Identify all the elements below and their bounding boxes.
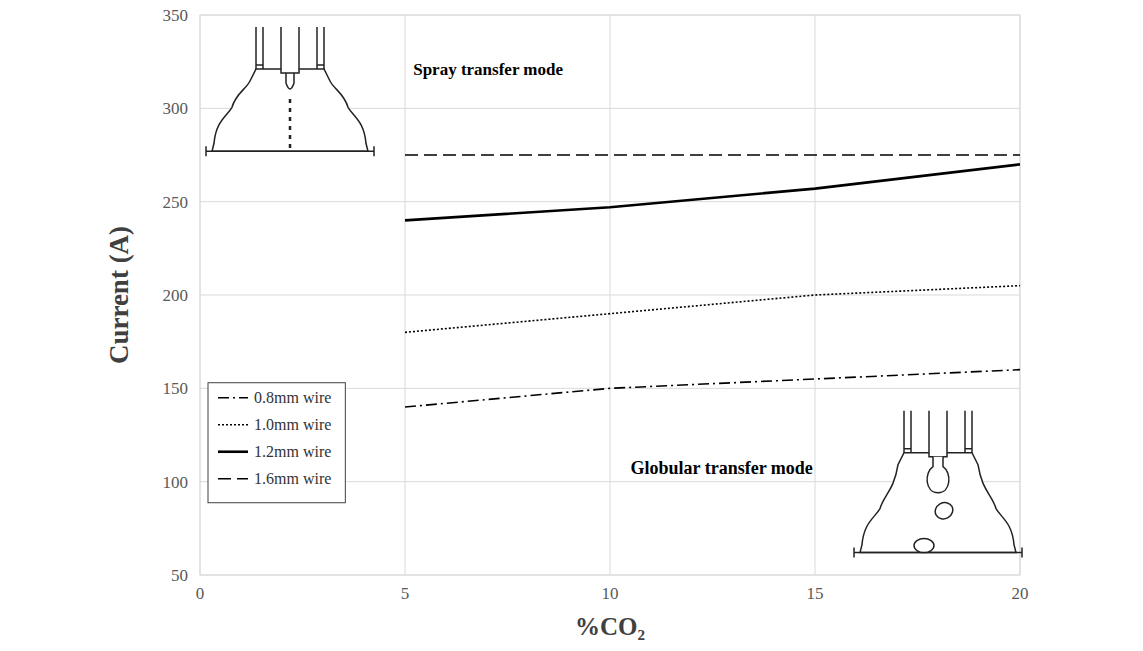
- x-grid-line: [610, 15, 611, 575]
- nozzle-wall: [255, 27, 257, 69]
- arc-outline: [212, 69, 368, 151]
- nozzle-wall: [323, 27, 325, 69]
- workpiece: [206, 151, 374, 153]
- series-line: [405, 164, 1020, 220]
- legend-swatch: [218, 450, 248, 453]
- workpiece-end: [373, 146, 375, 156]
- plot-frame: [200, 15, 1020, 575]
- y-tick-label: 350: [163, 6, 189, 25]
- x-tick-label: 20: [1012, 584, 1029, 603]
- legend-box: [208, 383, 345, 503]
- nozzle-lip: [965, 448, 972, 450]
- nozzle-wall: [910, 411, 912, 453]
- legend-label: 1.0mm wire: [254, 416, 331, 433]
- workpiece-end: [205, 146, 207, 156]
- y-tick-label: 300: [163, 99, 189, 118]
- workpiece-end: [1021, 548, 1023, 558]
- nozzle-wall: [903, 411, 905, 453]
- nozzle-wall: [316, 27, 318, 69]
- series-group: [405, 155, 1020, 407]
- legend: 0.8mm wire 1.0mm wire 1.2mm wire 1.6mm wire: [208, 383, 345, 503]
- arc-outline: [860, 453, 1016, 553]
- nozzle-wall: [964, 411, 966, 453]
- y-tick-label: 200: [163, 286, 189, 305]
- legend-swatch: [218, 397, 248, 399]
- y-axis-title: Current (A): [104, 226, 134, 364]
- annotation: Globular transfer mode: [631, 458, 813, 478]
- grid: [200, 15, 1020, 575]
- x-tick-label: 10: [602, 584, 619, 603]
- nozzle-lip: [317, 64, 324, 66]
- x-tick-label: 0: [196, 584, 205, 603]
- globule: [927, 457, 949, 493]
- legend-swatch: [218, 478, 248, 480]
- legend-label: 1.6mm wire: [254, 470, 331, 487]
- nozzle-lip: [904, 448, 911, 450]
- y-tick-label: 50: [171, 566, 188, 585]
- series-line: [405, 286, 1020, 333]
- contact-tip: [281, 27, 299, 73]
- x-tick-label: 5: [401, 584, 410, 603]
- chart-container: 50 100 150 200 250 300 350 0 5 10 15 20 %CO₂ Current …: [0, 0, 1143, 651]
- droplet: [932, 499, 956, 522]
- legend-swatch: [218, 424, 248, 426]
- workpiece: [854, 552, 1022, 554]
- y-tick-label: 250: [163, 193, 189, 212]
- annotation: Spray transfer mode: [413, 60, 563, 79]
- legend-label: 1.2mm wire: [254, 443, 331, 460]
- torch-illustration: [854, 411, 1022, 558]
- droplet: [914, 539, 934, 553]
- nozzle-wall: [262, 27, 264, 69]
- nozzle-wall: [971, 411, 973, 453]
- y-tick-label: 150: [163, 379, 189, 398]
- series-line: [405, 370, 1020, 407]
- torch-illustration: [206, 27, 374, 156]
- series-line: [405, 154, 1020, 156]
- x-grid-line: [405, 15, 406, 575]
- x-tick-label: 15: [807, 584, 824, 603]
- chart-svg: 50 100 150 200 250 300 350 0 5 10 15 20 %CO₂ Current …: [0, 0, 1143, 651]
- spray-droplets: [289, 99, 292, 149]
- workpiece-end: [853, 548, 855, 558]
- contact-tip: [929, 411, 947, 457]
- background: [0, 0, 1143, 651]
- y-tick-label: 100: [163, 473, 189, 492]
- nozzle-lip: [256, 64, 263, 66]
- x-axis-title: %CO₂: [575, 613, 645, 640]
- legend-label: 0.8mm wire: [254, 389, 331, 406]
- wire-tip: [286, 73, 294, 89]
